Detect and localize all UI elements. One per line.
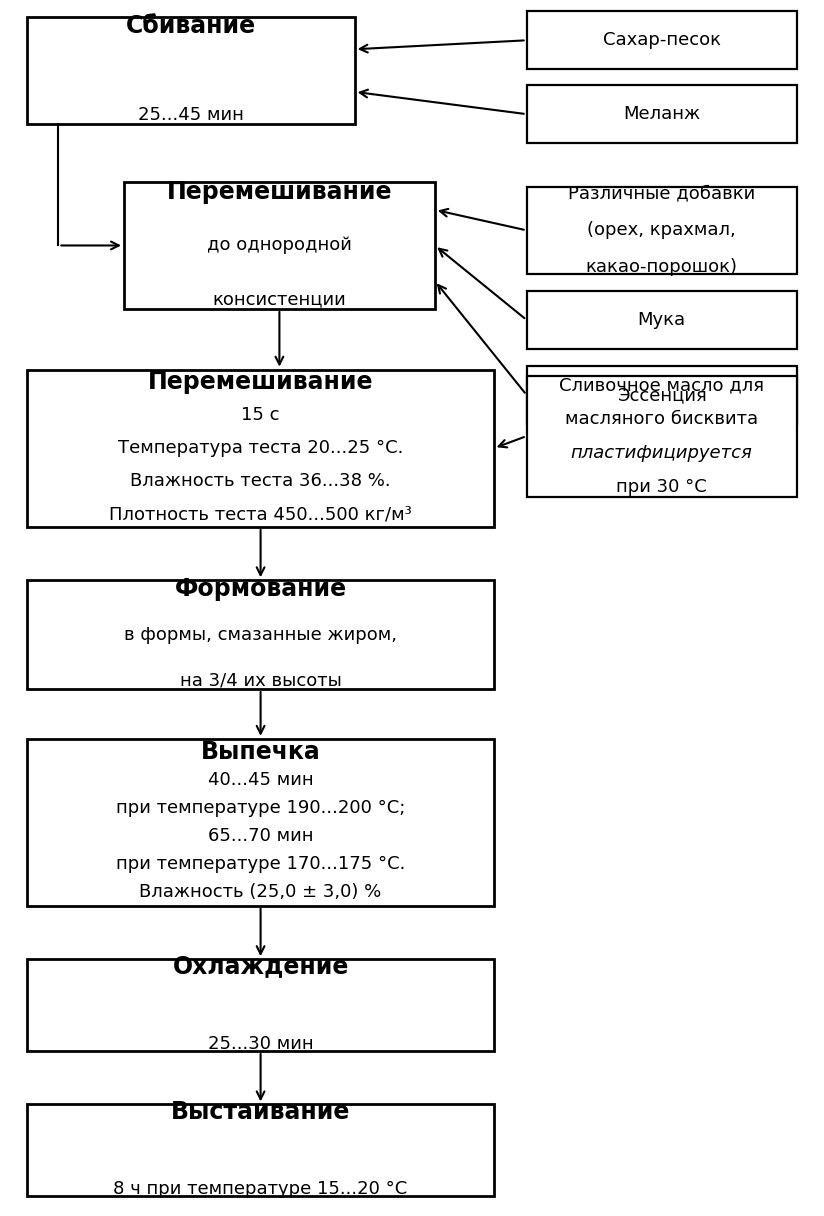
Bar <box>27 370 494 527</box>
Text: Перемешивание: Перемешивание <box>166 180 392 204</box>
Text: Температура теста 20...25 °С.: Температура теста 20...25 °С. <box>118 439 403 457</box>
Text: масляного бисквита: масляного бисквита <box>565 410 758 428</box>
Bar <box>527 366 797 424</box>
Bar <box>27 1104 494 1197</box>
Bar <box>27 580 494 689</box>
Text: (орех, крахмал,: (орех, крахмал, <box>588 221 736 240</box>
Text: при 30 °С: при 30 °С <box>616 478 707 496</box>
Text: Эссенция: Эссенция <box>616 385 706 404</box>
Text: Влажность теста 36...38 %.: Влажность теста 36...38 %. <box>130 472 391 490</box>
Text: Сбивание: Сбивание <box>126 13 256 38</box>
Bar <box>124 182 435 309</box>
Text: 40...45 мин: 40...45 мин <box>208 771 313 789</box>
Text: Выпечка: Выпечка <box>201 741 321 764</box>
Text: Мука: Мука <box>638 311 686 328</box>
Text: Выстаивание: Выстаивание <box>171 1099 350 1124</box>
Bar <box>527 291 797 349</box>
Bar <box>27 959 494 1051</box>
Text: Формование: Формование <box>175 576 347 601</box>
Text: Меланж: Меланж <box>623 105 700 123</box>
Text: 65...70 мин: 65...70 мин <box>208 827 313 845</box>
Text: консистенции: консистенции <box>213 289 346 308</box>
Text: 25...45 мин: 25...45 мин <box>138 106 244 124</box>
Text: Перемешивание: Перемешивание <box>147 370 373 394</box>
Text: в формы, смазанные жиром,: в формы, смазанные жиром, <box>124 625 397 643</box>
Text: Сливочное масло для: Сливочное масло для <box>559 376 764 394</box>
Text: Влажность (25,0 ± 3,0) %: Влажность (25,0 ± 3,0) % <box>139 883 382 901</box>
Text: на 3/4 их высоты: на 3/4 их высоты <box>180 671 341 689</box>
Text: Охлаждение: Охлаждение <box>172 955 349 979</box>
Text: при температуре 170...175 °С.: при температуре 170...175 °С. <box>116 855 405 873</box>
Bar <box>527 187 797 274</box>
Text: 25...30 мин: 25...30 мин <box>208 1035 313 1053</box>
Bar <box>527 85 797 143</box>
Bar <box>27 739 494 906</box>
Text: какао-порошок): какао-порошок) <box>586 258 737 276</box>
Text: при температуре 190...200 °С;: при температуре 190...200 °С; <box>116 799 405 817</box>
Text: до однородной: до однородной <box>207 236 352 254</box>
Bar <box>527 11 797 69</box>
Bar <box>27 17 354 124</box>
Text: 15 с: 15 с <box>241 406 280 424</box>
Text: Сахар-песок: Сахар-песок <box>602 32 721 50</box>
Text: 8 ч при температуре 15...20 °С: 8 ч при температуре 15...20 °С <box>114 1180 408 1198</box>
Text: пластифицируется: пластифицируется <box>571 444 752 462</box>
Text: Плотность теста 450...500 кг/м³: Плотность теста 450...500 кг/м³ <box>110 506 412 523</box>
Bar <box>527 376 797 496</box>
Text: Различные добавки: Различные добавки <box>568 185 756 203</box>
